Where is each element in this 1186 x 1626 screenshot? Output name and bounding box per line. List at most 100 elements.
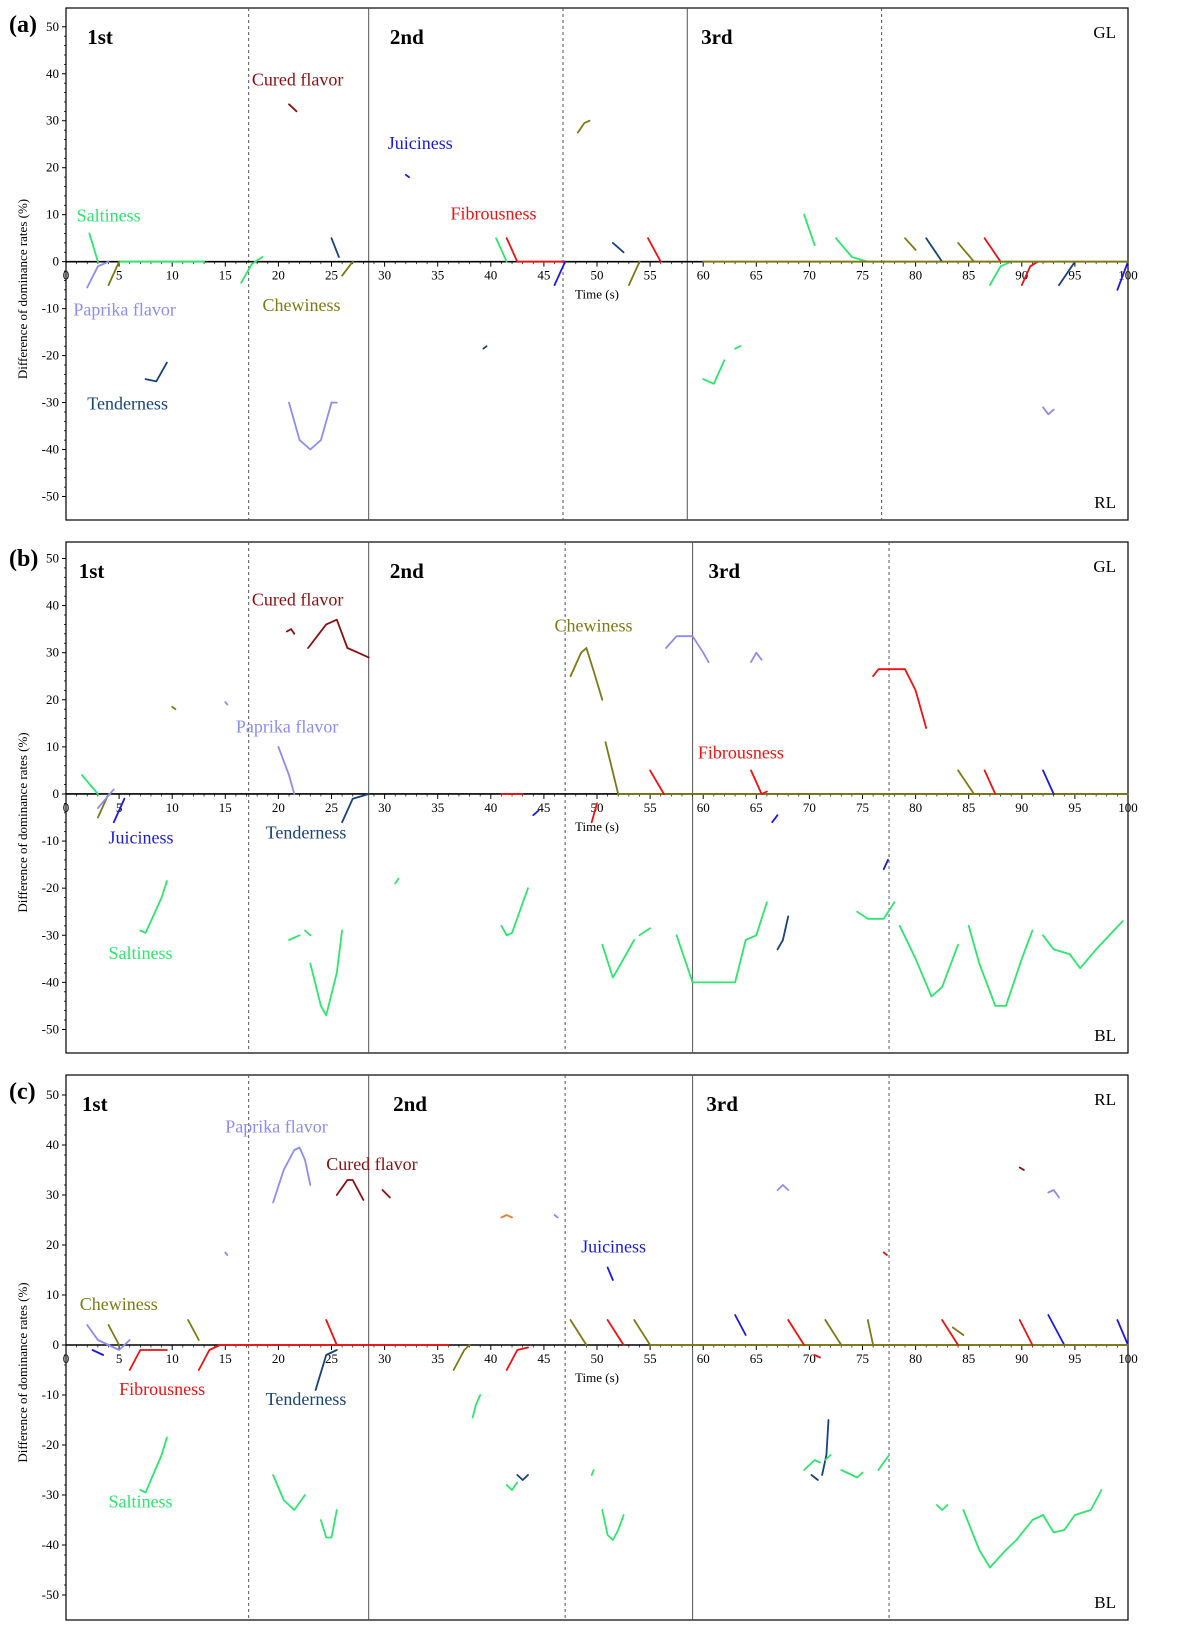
series-line-tenderness bbox=[341, 793, 370, 824]
y-tick-label: 30 bbox=[46, 645, 59, 660]
series-line-saltiness bbox=[394, 877, 400, 885]
series-line-paprika bbox=[86, 1324, 131, 1351]
series-line-chewiness bbox=[957, 769, 975, 795]
series-line-tenderness bbox=[810, 1474, 819, 1481]
x-tick-label: 65 bbox=[750, 1351, 763, 1366]
series-line-juiciness bbox=[1116, 260, 1129, 291]
y-tick-label: -40 bbox=[42, 974, 59, 989]
x-tick-label: 55 bbox=[644, 268, 657, 283]
top-right-sample-label: GL bbox=[1093, 557, 1116, 576]
series-line-fibrousness bbox=[813, 1354, 821, 1359]
x-tick-label: 40 bbox=[484, 268, 497, 283]
series-line-saltiness bbox=[288, 934, 301, 941]
series-line-saltiness bbox=[590, 1469, 595, 1476]
attribute-label-cured: Cured flavor bbox=[326, 1154, 417, 1174]
series-line-chewiness bbox=[633, 1319, 651, 1346]
series-line-chewiness bbox=[452, 1344, 471, 1371]
y-tick-label: 40 bbox=[46, 66, 59, 81]
x-tick-label: 5 bbox=[116, 800, 123, 815]
series-line-juiciness bbox=[1116, 1319, 1129, 1346]
attribute-label-fibrousness: Fibrousness bbox=[119, 1379, 205, 1399]
series-line-saltiness bbox=[803, 1459, 821, 1471]
chew-label: 1st bbox=[82, 1092, 108, 1116]
x-tick-label: 15 bbox=[219, 1351, 232, 1366]
series-line-saltiness bbox=[88, 232, 99, 263]
series-line-cured bbox=[381, 1189, 391, 1199]
x-axis-label: Time (s) bbox=[575, 819, 619, 834]
x-tick-label: 25 bbox=[325, 800, 338, 815]
y-axis-label: Difference of dominance rates (%) bbox=[15, 732, 30, 912]
top-right-sample-label: GL bbox=[1093, 23, 1116, 42]
series-line-chewiness bbox=[107, 260, 120, 286]
y-tick-label: 10 bbox=[46, 207, 59, 222]
attribute-label-paprika: Paprika flavor bbox=[73, 300, 175, 320]
series-line-chewiness bbox=[628, 260, 641, 286]
x-tick-label: 50 bbox=[591, 1351, 604, 1366]
y-tick-label: -50 bbox=[42, 1587, 59, 1602]
chew-label: 3rd bbox=[709, 559, 741, 583]
series-line-paprika bbox=[553, 1214, 559, 1219]
series-line-saltiness bbox=[81, 774, 99, 795]
x-tick-label: 65 bbox=[750, 268, 763, 283]
series-line-chewiness bbox=[604, 741, 620, 795]
x-tick-label: 35 bbox=[431, 1351, 444, 1366]
attribute-label-tenderness: Tenderness bbox=[266, 823, 347, 843]
x-tick-label: 75 bbox=[856, 268, 869, 283]
y-tick-label: -30 bbox=[42, 395, 59, 410]
series-line-fibrousness bbox=[325, 1319, 338, 1346]
series-line-tenderness bbox=[482, 345, 488, 350]
series-line-tenderness bbox=[516, 1474, 529, 1481]
bottom-right-sample-label: RL bbox=[1094, 493, 1116, 512]
attribute-label-chewiness: Chewiness bbox=[262, 295, 340, 315]
series-line-saltiness bbox=[962, 1509, 1044, 1569]
series-line-saltiness bbox=[877, 1454, 890, 1471]
attribute-label-paprika: Paprika flavor bbox=[236, 717, 338, 737]
series-line-cured bbox=[286, 628, 296, 635]
x-tick-label: 75 bbox=[856, 800, 869, 815]
series-line-fibrousness bbox=[882, 1251, 888, 1256]
series-line-paprika bbox=[97, 788, 115, 809]
x-tick-label: 75 bbox=[856, 1351, 869, 1366]
x-tick-label: 0 bbox=[63, 800, 70, 815]
x-tick-label: 40 bbox=[484, 1351, 497, 1366]
x-tick-label: 50 bbox=[591, 268, 604, 283]
x-tick-label: 100 bbox=[1118, 1351, 1138, 1366]
series-line-saltiness bbox=[638, 927, 651, 937]
series-line-saltiness bbox=[898, 924, 959, 998]
attribute-label-tenderness: Tenderness bbox=[266, 1389, 347, 1409]
series-line-saltiness bbox=[495, 237, 508, 263]
x-tick-label: 35 bbox=[431, 268, 444, 283]
x-tick-label: 85 bbox=[962, 800, 975, 815]
x-tick-label: 80 bbox=[909, 800, 922, 815]
y-tick-label: 0 bbox=[53, 786, 60, 801]
series-line-saltiness bbox=[734, 345, 742, 350]
y-tick-label: 10 bbox=[46, 739, 59, 754]
x-tick-label: 85 bbox=[962, 1351, 975, 1366]
series-line-juiciness bbox=[91, 1349, 105, 1356]
x-tick-label: 70 bbox=[803, 800, 816, 815]
series-line-chewiness bbox=[187, 1319, 200, 1341]
y-tick-label: -40 bbox=[42, 442, 59, 457]
series-line-paprika bbox=[224, 701, 229, 706]
series-line-tenderness bbox=[925, 237, 943, 263]
y-tick-label: 20 bbox=[46, 692, 59, 707]
y-tick-label: -30 bbox=[42, 927, 59, 942]
series-line-paprika bbox=[665, 635, 710, 663]
y-tick-label: 50 bbox=[46, 550, 59, 565]
series-line-fibrousness bbox=[505, 1346, 529, 1371]
series-line-juiciness bbox=[771, 814, 779, 824]
series-line-saltiness bbox=[824, 1454, 832, 1461]
y-tick-label: -20 bbox=[42, 1437, 59, 1452]
series-line-cured bbox=[288, 103, 298, 113]
x-tick-label: 0 bbox=[63, 268, 70, 283]
series-line-tenderness bbox=[1058, 260, 1076, 286]
y-axis-label: Difference of dominance rates (%) bbox=[15, 1282, 30, 1462]
x-tick-label: 30 bbox=[378, 268, 391, 283]
y-tick-label: -50 bbox=[42, 489, 59, 504]
attribute-label-cured: Cured flavor bbox=[252, 70, 343, 90]
series-line-tenderness bbox=[776, 915, 790, 951]
series-line-tenderness bbox=[330, 237, 340, 258]
